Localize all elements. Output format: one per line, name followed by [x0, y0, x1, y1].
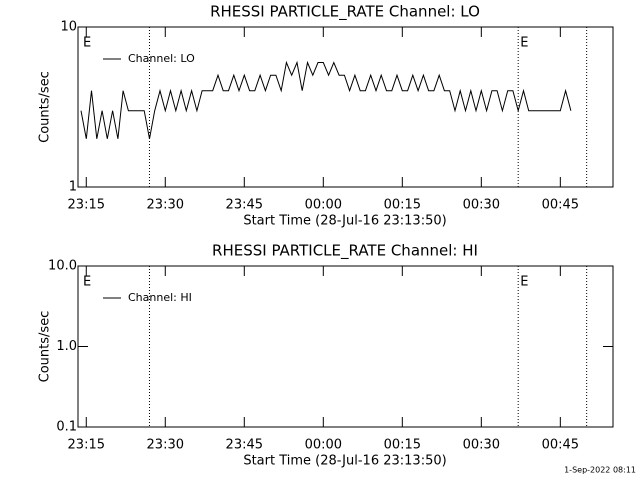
x-tick-label: 00:45	[542, 438, 579, 453]
annotation: E	[520, 36, 528, 51]
y-axis-label: Counts/sec	[38, 71, 53, 143]
x-tick-label: 23:30	[147, 438, 184, 453]
annotation: E	[520, 275, 528, 290]
x-tick-label: 00:30	[463, 438, 500, 453]
footer: 1-Sep-2022 08:11	[564, 466, 636, 475]
x-axis-label: Start Time (28-Jul-16 23:13:50)	[243, 214, 446, 229]
x-tick-label: 00:15	[384, 438, 421, 453]
y-tick-label: 1.0	[56, 339, 77, 354]
x-tick-label: 23:30	[147, 198, 184, 213]
y-tick-label: 10.0	[48, 259, 77, 274]
y-tick-label: 10	[60, 20, 77, 35]
y-tick-label: 1	[69, 180, 77, 195]
x-tick-label: 23:45	[226, 438, 263, 453]
x-tick-label: 00:30	[463, 198, 500, 213]
x-tick-label: 23:45	[226, 198, 263, 213]
x-axis-label: Start Time (28-Jul-16 23:13:50)	[243, 454, 446, 469]
plot-frame	[77, 26, 614, 188]
x-tick-label: 00:00	[305, 438, 342, 453]
x-tick-label: 00:45	[542, 198, 579, 213]
legend-label: Channel: LO	[128, 52, 195, 65]
chart-title: RHESSI PARTICLE_RATE Channel: LO	[210, 3, 480, 22]
y-tick-label: 0.1	[56, 420, 77, 435]
x-tick-label: 00:00	[305, 198, 342, 213]
annotation: E	[83, 36, 91, 51]
y-axis-label: Counts/sec	[38, 311, 53, 383]
legend-label: Channel: HI	[128, 291, 192, 304]
x-tick-label: 23:15	[68, 438, 105, 453]
annotation: E	[83, 275, 91, 290]
chart-title: RHESSI PARTICLE_RATE Channel: HI	[212, 242, 478, 261]
data-line	[80, 60, 572, 139]
x-tick-label: 23:15	[68, 198, 105, 213]
x-tick-label: 00:15	[384, 198, 421, 213]
